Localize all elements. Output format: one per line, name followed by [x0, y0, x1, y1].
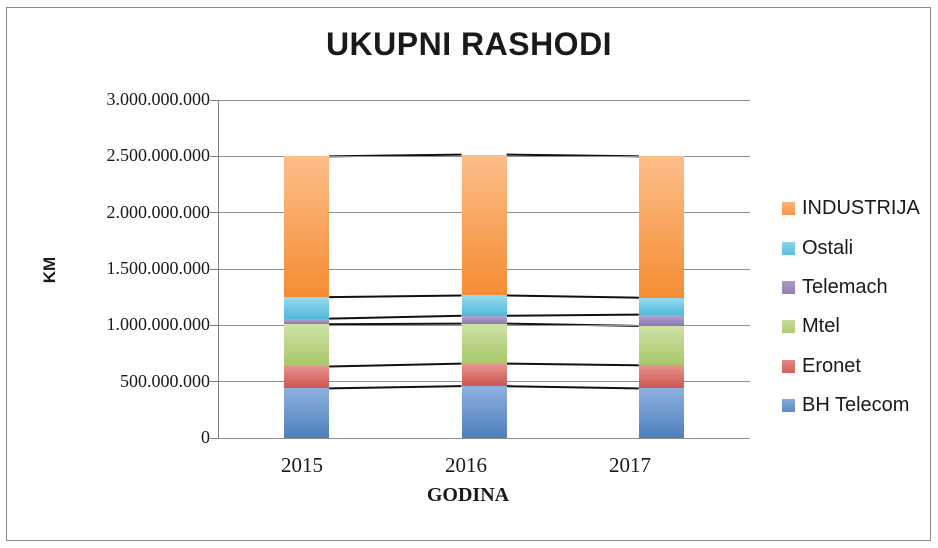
y-axis-tick: [210, 437, 218, 439]
legend-swatch: [782, 241, 795, 255]
bar-segment-mtel: [284, 324, 330, 367]
y-axis-line: [218, 100, 219, 439]
legend-label: Mtel: [802, 315, 840, 338]
legend-item: Telemach: [782, 268, 920, 307]
bar-segment-telemach: [284, 318, 330, 325]
y-axis-tick: [210, 268, 218, 270]
bar-segment-bh-telecom: [284, 388, 330, 438]
y-tick-label: 1.500.000.000: [106, 258, 211, 278]
bar-segment-telemach: [461, 315, 507, 324]
x-tick-label: 2017: [609, 453, 651, 477]
bar-segment-ostali: [461, 295, 507, 316]
legend-label: Telemach: [802, 275, 888, 298]
bar-segment-ostali: [638, 297, 684, 315]
legend-item: BH Telecom: [782, 386, 920, 425]
gridline: [218, 99, 750, 101]
series-line: [329, 362, 462, 368]
bar-segment-telemach: [638, 314, 684, 326]
series-line: [506, 385, 639, 390]
y-tick-label: 500.000.000: [120, 370, 210, 391]
x-tick-label: 2015: [281, 453, 323, 477]
legend-item: INDUSTRIJA: [782, 189, 920, 228]
legend-label: Eronet: [802, 354, 861, 377]
chart-title: UKUPNI RASHODI: [325, 26, 613, 62]
legend-swatch: [782, 280, 795, 294]
series-line: [329, 385, 462, 390]
series-line: [506, 313, 639, 317]
legend-swatch: [782, 320, 795, 334]
bar-segment-bh-telecom: [638, 388, 684, 438]
x-axis-line: [218, 438, 750, 439]
legend-swatch: [782, 359, 795, 373]
bar-segment-eronet: [461, 363, 507, 387]
bar-segment-industrija: [638, 156, 684, 298]
bar-segment-industrija: [461, 154, 507, 296]
y-tick-label: 0: [201, 427, 210, 447]
series-line: [506, 294, 639, 299]
legend-item: Ostali: [782, 228, 920, 267]
legend-swatch: [782, 399, 795, 413]
legend-item: Eronet: [782, 347, 920, 386]
bar-segment-eronet: [284, 366, 330, 389]
y-tick-label: 2.500.000.000: [106, 145, 211, 166]
bar-segment-ostali: [284, 297, 330, 319]
series-line: [329, 294, 462, 299]
x-tick-label: 2016: [445, 453, 487, 477]
bar-segment-mtel: [461, 323, 507, 364]
legend-label: BH Telecom: [802, 394, 910, 417]
legend-label: INDUSTRIJA: [802, 197, 920, 220]
series-line: [329, 314, 462, 320]
y-axis-tick: [210, 381, 218, 383]
y-axis-tick: [210, 212, 218, 214]
y-axis-tick: [210, 155, 218, 157]
y-tick-label: 3.000.000.000: [106, 89, 211, 109]
y-axis-tick: [210, 324, 218, 326]
legend-item: Mtel: [782, 307, 920, 346]
bar-segment-mtel: [638, 325, 684, 366]
legend-swatch: [782, 202, 795, 216]
y-tick-label: 2.000.000.000: [106, 201, 211, 222]
x-axis-title: GODINA: [426, 484, 510, 506]
bar-segment-eronet: [638, 365, 684, 389]
y-axis-tick: [210, 99, 218, 101]
legend-label: Ostali: [802, 236, 854, 259]
legend: INDUSTRIJA Ostali Telemach Mtel Eronet BH Tel…: [782, 189, 920, 425]
bar-segment-industrija: [284, 156, 330, 298]
bar-segment-bh-telecom: [461, 386, 507, 438]
y-tick-label: 1.000.000.000: [106, 314, 211, 335]
series-line: [506, 362, 639, 367]
